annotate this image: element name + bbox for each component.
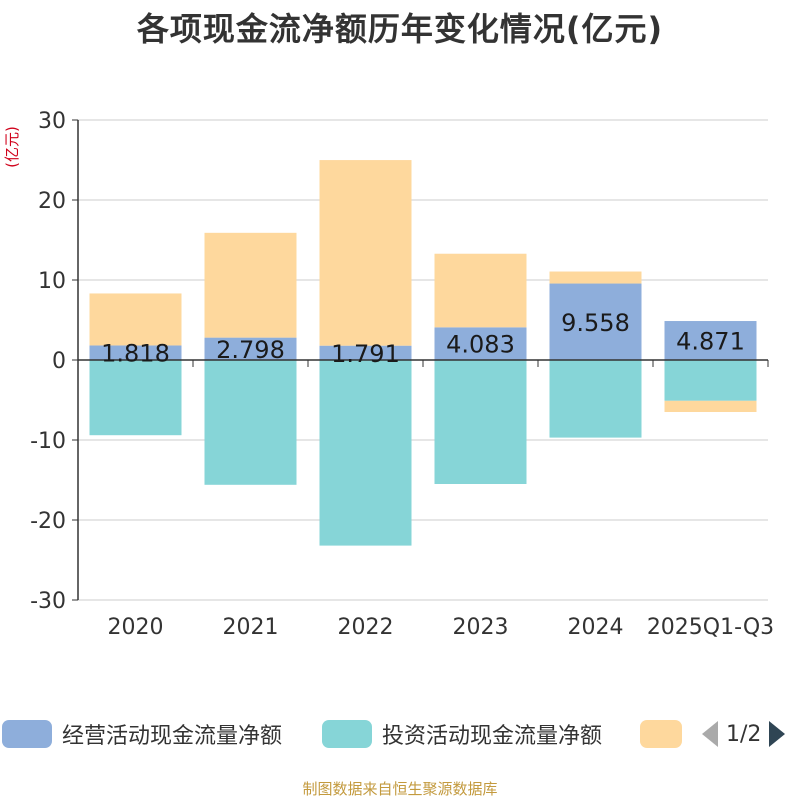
bar-series1-2025Q1-Q3[interactable]	[664, 321, 757, 360]
y-tick-label: 0	[52, 349, 66, 374]
legend-swatch-third	[640, 720, 682, 748]
y-tick-label: -30	[30, 589, 66, 614]
bar-series2-2020[interactable]	[89, 360, 182, 436]
chart-title: 各项现金流净额历年变化情况(亿元)	[136, 10, 664, 48]
data-label-operating: 4.871	[676, 328, 745, 356]
x-tick-label: 2024	[568, 615, 624, 640]
y-tick-label: 10	[38, 269, 66, 294]
data-label-operating: 1.791	[331, 340, 400, 368]
y-tick-label: -10	[30, 429, 66, 454]
bar-series3-2022[interactable]	[319, 160, 412, 346]
data-label-operating: 9.558	[561, 309, 630, 337]
x-tick-label: 2020	[108, 615, 164, 640]
legend-item-third[interactable]	[640, 714, 682, 754]
legend-page-indicator: 1/2	[726, 721, 762, 747]
data-label-operating: 4.083	[446, 331, 515, 359]
data-label-operating: 1.818	[101, 340, 170, 368]
legend-label-operating: 经营活动现金流量净额	[62, 724, 283, 749]
y-tick-label: -20	[30, 509, 66, 534]
y-tick-label: 20	[38, 189, 66, 214]
bar-series2-2022[interactable]	[319, 360, 412, 546]
legend-swatch-investing	[322, 720, 372, 748]
legend: 经营活动现金流量净额 投资活动现金流量净额 1/2	[0, 714, 800, 754]
legend-prev-icon[interactable]	[700, 719, 720, 749]
y-axis-label: (亿元)	[3, 126, 21, 168]
bar-series3-2020[interactable]	[89, 293, 182, 346]
bar-series2-2023[interactable]	[434, 360, 527, 484]
bar-series3-2024[interactable]	[549, 271, 642, 284]
bar-series2-2024[interactable]	[549, 360, 642, 438]
bar-series1-2023[interactable]	[434, 327, 527, 360]
y-tick-label: 30	[38, 109, 66, 134]
bar-series2-2025Q1-Q3[interactable]	[664, 360, 757, 401]
chart-plot: (亿元) 30 20 10 0 -10 -20 -30 2020 2021 2022 2023 20…	[3, 109, 774, 640]
bar-series3-2023[interactable]	[434, 253, 527, 328]
x-tick-label: 2022	[338, 615, 394, 640]
legend-next-icon[interactable]	[767, 719, 787, 749]
x-tick-label: 2023	[453, 615, 509, 640]
x-tick-label: 2021	[223, 615, 279, 640]
bar-series1-2021[interactable]	[204, 337, 297, 360]
data-source-note: 制图数据来自恒生聚源数据库	[302, 780, 498, 798]
legend-item-investing[interactable]: 投资活动现金流量净额	[322, 714, 602, 754]
data-label-operating: 2.798	[216, 336, 285, 364]
legend-swatch-operating	[2, 720, 52, 748]
bar-series1-2020[interactable]	[89, 345, 182, 360]
bar-series3-2021[interactable]	[204, 232, 297, 338]
legend-pager: 1/2	[700, 714, 787, 754]
bar-series1-2022[interactable]	[319, 345, 412, 360]
bar-series3-2025Q1-Q3[interactable]	[664, 400, 757, 412]
bar-series2-2021[interactable]	[204, 360, 297, 485]
x-tick-label: 2025Q1-Q3	[647, 615, 774, 640]
bar-series1-2024[interactable]	[549, 283, 642, 360]
legend-item-operating[interactable]: 经营活动现金流量净额	[2, 714, 282, 754]
legend-label-investing: 投资活动现金流量净额	[382, 724, 603, 749]
